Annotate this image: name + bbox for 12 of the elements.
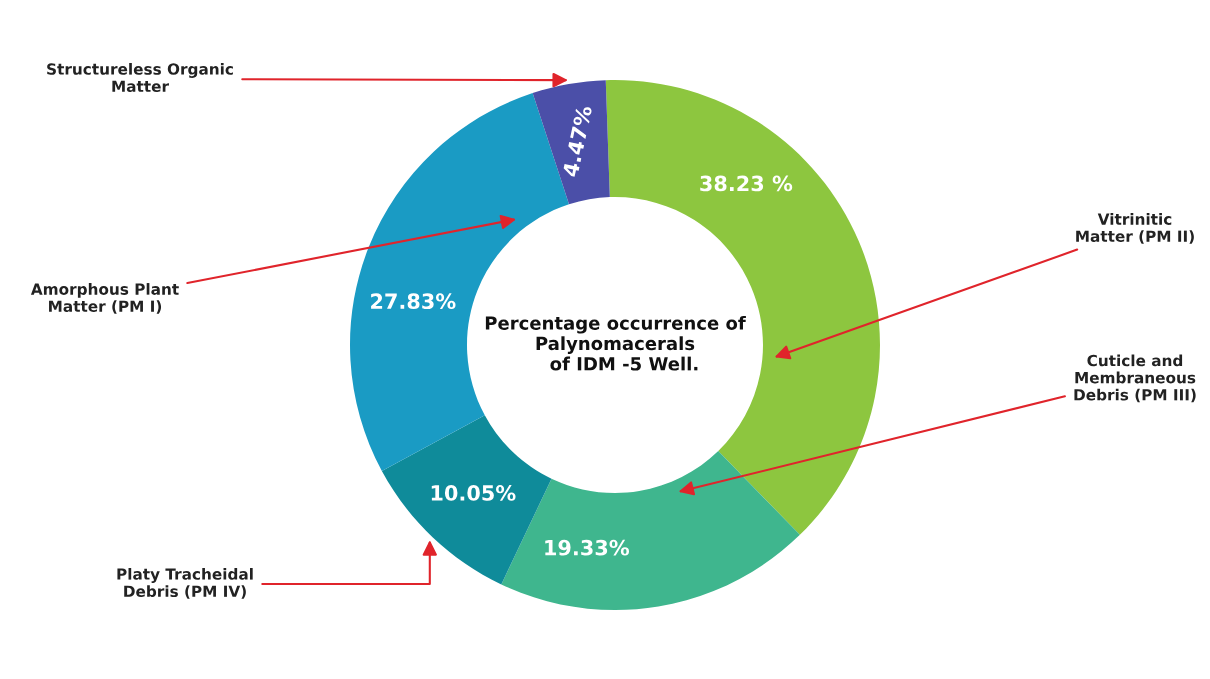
slice-label: Vitrinitic Matter (PM II)	[1076, 213, 1194, 244]
data-label: 38.23 %	[700, 175, 793, 192]
donut-slice	[532, 80, 610, 205]
slice-label: Cuticle and Membraneous Debris (PM III)	[1074, 354, 1196, 403]
text: Percentage occurrence of Palynomacerals of IDM -5 Well.	[485, 315, 746, 371]
slice-label: Platy Tracheidal Debris (PM IV)	[117, 567, 253, 599]
data-label: 4.47%	[562, 104, 593, 178]
data-label: 27.83%	[371, 293, 456, 310]
data-label: 19.33%	[545, 539, 630, 556]
slice-label: Structureless Organic Matter	[47, 62, 233, 93]
data-label: 10.05%	[431, 485, 516, 501]
slice-label: Amorphous Plant Matter (PM I)	[30, 283, 179, 314]
